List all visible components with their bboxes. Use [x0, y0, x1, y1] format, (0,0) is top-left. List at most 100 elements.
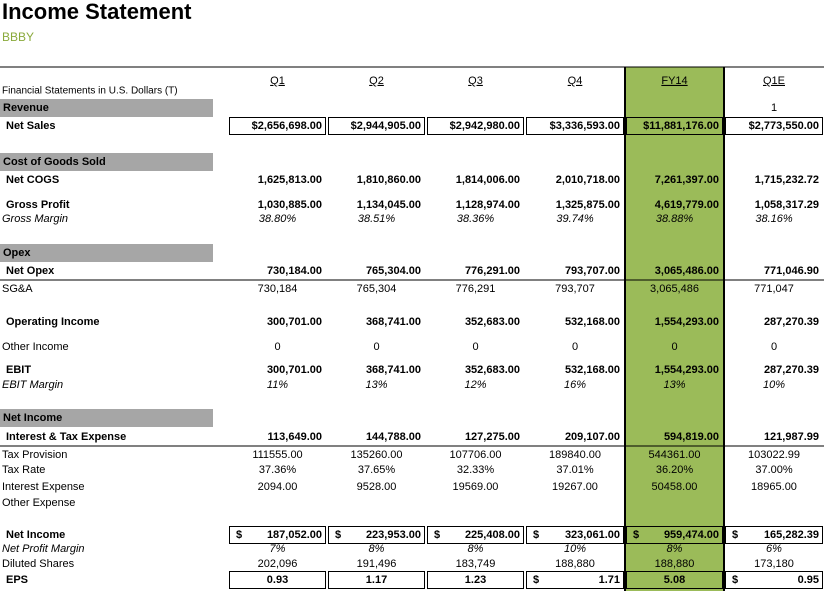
cell-value: 127,275.00 [465, 431, 520, 443]
cell-value: 352,683.00 [465, 364, 520, 376]
row-label: Interest Expense [2, 481, 85, 493]
cell-value: $2,773,550.00 [749, 120, 819, 132]
cell-value: 532,168.00 [565, 364, 620, 376]
cell-value: 10% [763, 379, 785, 391]
section-label: Opex [3, 247, 31, 259]
column-header: FY14 [661, 75, 687, 87]
cell-value: 223,953.00 [366, 529, 421, 541]
cell-value: 323,061.00 [565, 529, 620, 541]
cell-value: 287,270.39 [764, 364, 819, 376]
cell-box [526, 526, 624, 544]
cell-value: 2094.00 [258, 481, 298, 493]
cell-value: 113,649.00 [268, 431, 322, 443]
row-label: Other Expense [2, 497, 75, 509]
cell-value: 103022.99 [748, 449, 800, 461]
cell-value: 959,474.00 [664, 529, 719, 541]
title: Income Statement [2, 0, 192, 24]
cell-value: 1,030,885.00 [258, 199, 322, 211]
cell-value: 287,270.39 [764, 316, 819, 328]
column-header: Q1 [270, 75, 285, 87]
row-label: Net Opex [6, 265, 55, 277]
section-label: Cost of Goods Sold [3, 156, 106, 168]
section-bar [0, 409, 213, 427]
cell-value: 50458.00 [652, 481, 698, 493]
cell-value: 18965.00 [751, 481, 797, 493]
cell-value: 300,701.00 [267, 364, 322, 376]
column-header: Q2 [369, 75, 384, 87]
cell-value: 13% [663, 379, 685, 391]
cell-box [626, 526, 723, 544]
cell-value: 352,683.00 [465, 316, 520, 328]
cell-value: 1.71 [599, 574, 620, 586]
cell-value: 3,065,486.00 [655, 265, 719, 277]
row-label: SG&A [2, 283, 33, 295]
row-label: EBIT Margin [2, 379, 63, 391]
cell-value: 730,184.00 [267, 265, 322, 277]
cell-value: 1,625,813.00 [258, 174, 322, 186]
currency-symbol: $ [633, 529, 639, 541]
row-label: Net COGS [6, 174, 59, 186]
cell-value: 776,291 [456, 283, 496, 295]
cell-value: 188,880 [655, 558, 695, 570]
cell-value: 1,325,875.00 [556, 199, 620, 211]
cell-value: 36.20% [656, 464, 694, 476]
cell-value: 1,814,006.00 [456, 174, 520, 186]
row-label: Net Income [6, 529, 65, 541]
cell-value: 793,707.00 [565, 265, 620, 277]
cell-value: 793,707 [555, 283, 595, 295]
row-label: EBIT [6, 364, 31, 376]
cell-value: 2,010,718.00 [556, 174, 620, 186]
cell-value: 7% [270, 543, 286, 555]
cell-value: 1,810,860.00 [357, 174, 421, 186]
cell-value: $11,881,176.00 [643, 120, 719, 132]
cell-value: 10% [564, 543, 586, 555]
cell-value: 8% [667, 543, 683, 555]
highlight-column [625, 67, 724, 591]
section-label: Net Income [3, 412, 62, 424]
cell-value: $2,944,905.00 [351, 120, 421, 132]
cell-value: 1,554,293.00 [655, 316, 719, 328]
cell-value: 1,554,293.00 [655, 364, 719, 376]
cell-value: 765,304 [357, 283, 397, 295]
cell-value: 16% [564, 379, 586, 391]
cell-value: 121,987.99 [764, 431, 819, 443]
cell-value: 32.33% [457, 464, 495, 476]
cell-value: 8% [468, 543, 484, 555]
cell-value: 188,880 [555, 558, 595, 570]
cell-value: 202,096 [258, 558, 298, 570]
cell-value: 7,261,397.00 [655, 174, 719, 186]
section-label: Revenue [3, 102, 49, 114]
cell-box [526, 571, 624, 589]
column-header: Q4 [568, 75, 583, 87]
cell-value: 19267.00 [552, 481, 598, 493]
row-label: Tax Provision [2, 449, 67, 461]
cell-value: 1.23 [465, 574, 486, 586]
cell-box [229, 117, 326, 135]
cell-value: 144,788.00 [366, 431, 421, 443]
cell-value: 187,052.00 [267, 529, 322, 541]
cell-value: 11% [267, 379, 288, 391]
currency-symbol: $ [732, 574, 738, 586]
cell-value: 1,128,974.00 [456, 199, 520, 211]
currency-symbol: $ [533, 529, 539, 541]
currency-symbol: $ [533, 574, 539, 586]
column-header: Q3 [468, 75, 483, 87]
cell-value: 37.65% [358, 464, 396, 476]
cell-value: 771,047 [754, 283, 794, 295]
section-bar [0, 244, 213, 262]
cell-value: 107706.00 [450, 449, 502, 461]
caption: Financial Statements in U.S. Dollars (T) [2, 86, 178, 97]
row-label: EPS [6, 574, 28, 586]
cell-box [427, 117, 524, 135]
cell-value: 38.88% [656, 213, 694, 225]
cell-value: 38.51% [358, 213, 396, 225]
cell-value: 0 [671, 341, 677, 353]
cell-value: 37.01% [556, 464, 594, 476]
cell-box [427, 526, 524, 544]
row-label: Gross Profit [6, 199, 70, 211]
cell-box [725, 117, 823, 135]
cell-value: 9528.00 [357, 481, 397, 493]
cell-value: $2,656,698.00 [252, 120, 322, 132]
cell-value: 771,046.90 [764, 265, 819, 277]
